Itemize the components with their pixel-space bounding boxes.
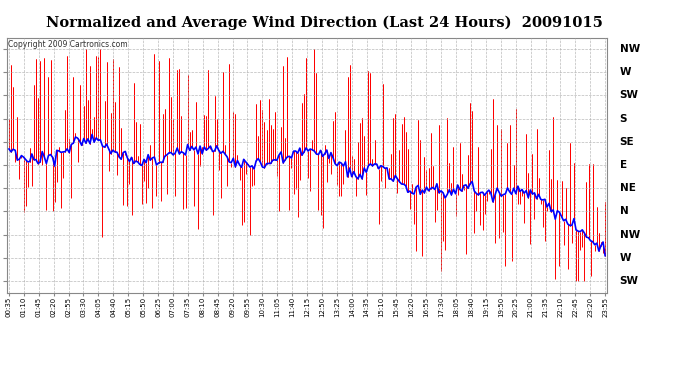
Text: W: W: [620, 253, 631, 263]
Text: SW: SW: [620, 276, 639, 286]
Text: Normalized and Average Wind Direction (Last 24 Hours)  20091015: Normalized and Average Wind Direction (L…: [46, 15, 603, 30]
Text: NW: NW: [620, 230, 640, 240]
Text: NW: NW: [620, 44, 640, 54]
Text: NE: NE: [620, 183, 635, 193]
Text: SW: SW: [620, 90, 639, 101]
Text: N: N: [620, 206, 629, 216]
Text: SE: SE: [620, 137, 634, 147]
Text: Copyright 2009 Cartronics.com: Copyright 2009 Cartronics.com: [8, 40, 128, 49]
Text: W: W: [620, 67, 631, 77]
Text: E: E: [620, 160, 627, 170]
Text: S: S: [620, 114, 627, 124]
